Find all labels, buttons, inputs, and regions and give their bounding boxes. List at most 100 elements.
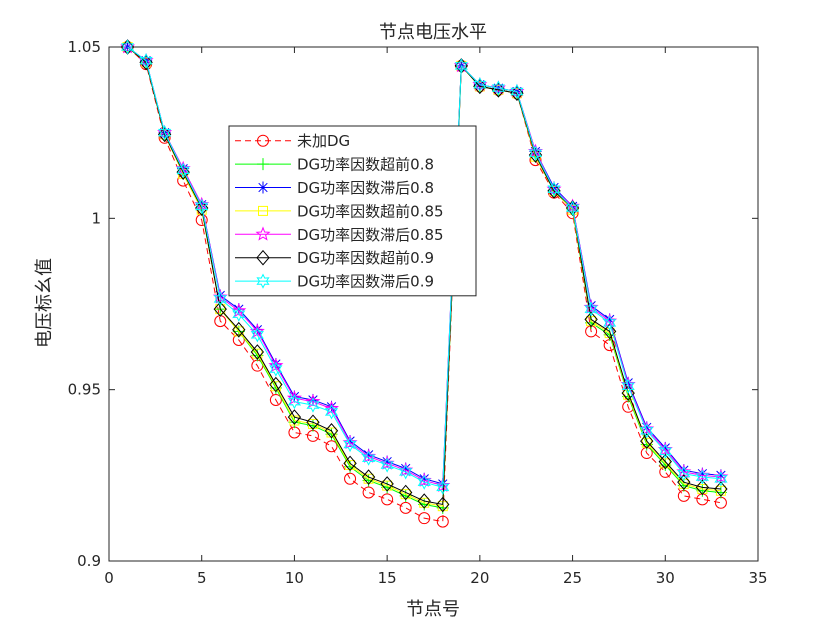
data-point — [639, 421, 655, 436]
data-point — [417, 493, 431, 509]
x-tick-label: 25 — [563, 569, 582, 587]
data-point — [250, 327, 264, 343]
series-7 — [120, 39, 728, 495]
data-point — [269, 376, 283, 393]
data-point — [232, 321, 246, 338]
data-point — [269, 393, 282, 406]
legend-label: DG功率因数超前0.8 — [297, 156, 434, 174]
data-point — [344, 472, 357, 485]
x-tick-label: 20 — [470, 569, 489, 587]
x-tick-label: 35 — [748, 569, 767, 587]
data-point — [324, 400, 340, 415]
chart-title: 节点电压水平 — [379, 22, 487, 43]
legend-marker — [257, 158, 269, 171]
legend-marker — [257, 134, 269, 147]
data-point — [510, 83, 524, 100]
legend-label: 未加DG — [297, 132, 350, 150]
data-point — [324, 404, 339, 420]
y-tick-label: 0.9 — [77, 552, 101, 570]
data-point — [677, 466, 691, 482]
data-point — [621, 378, 635, 394]
y-tick-label: 1 — [91, 209, 101, 227]
data-point — [418, 512, 431, 525]
axes-box — [108, 46, 759, 562]
series-line — [127, 46, 722, 523]
legend-label: DG功率因数滞后0.9 — [297, 273, 434, 291]
data-point — [436, 496, 450, 513]
x-tick-label: 30 — [656, 569, 675, 587]
data-point — [565, 200, 580, 216]
legend-marker — [257, 181, 269, 194]
x-tick-label: 5 — [197, 569, 207, 587]
data-point — [139, 53, 153, 69]
data-point — [621, 385, 635, 401]
data-point — [435, 477, 451, 492]
data-point — [436, 479, 450, 495]
legend-item: DG功率因数超前0.8 — [235, 156, 434, 174]
data-point — [399, 501, 412, 514]
data-point — [362, 450, 376, 466]
legend-item: DG功率因数超前0.85 — [235, 202, 444, 220]
series-line — [127, 46, 721, 488]
data-point — [416, 472, 432, 487]
data-point — [380, 457, 394, 473]
data-point — [287, 409, 302, 425]
data-point — [381, 493, 394, 506]
data-point — [120, 39, 135, 55]
legend: 未加DG DG功率因数超前0.8 DG功率因数滞后0.8 DG功率因数超前0.85 DG… — [228, 125, 477, 297]
data-point — [528, 145, 543, 161]
data-point — [399, 484, 413, 501]
data-point — [158, 125, 172, 141]
data-point — [324, 423, 339, 439]
axis-ticks: 0 5 10 15 20 25 30 35 0.9 0.95 1 1.05 — [68, 38, 768, 587]
data-point — [232, 306, 246, 322]
data-point — [398, 462, 414, 477]
data-point — [325, 440, 338, 453]
legend-label: DG功率因数超前0.9 — [297, 249, 434, 267]
data-point — [343, 455, 357, 472]
x-tick-label: 0 — [104, 569, 114, 587]
legend-marker — [255, 226, 271, 241]
data-point — [713, 469, 729, 484]
data-point — [658, 443, 672, 459]
data-point — [380, 476, 394, 492]
y-tick-label: 1.05 — [68, 38, 101, 56]
data-point — [695, 479, 710, 496]
data-point — [454, 58, 468, 74]
legend-marker — [258, 205, 268, 216]
legend-item: 未加DG — [235, 132, 350, 150]
legend-item: DG功率因数超前0.9 — [235, 249, 434, 267]
data-point — [603, 315, 617, 331]
legend-item: DG功率因数滞后0.8 — [235, 179, 434, 197]
legend-item: DG功率因数滞后0.85 — [235, 226, 444, 244]
legend-label: DG功率因数滞后0.8 — [297, 179, 434, 197]
data-point — [602, 323, 617, 340]
data-point — [212, 289, 228, 304]
data-point — [361, 469, 376, 485]
data-point — [250, 344, 265, 360]
data-point — [584, 311, 598, 328]
data-point — [213, 291, 227, 307]
plot-area — [108, 39, 759, 562]
data-point — [306, 397, 320, 413]
data-point — [343, 436, 357, 453]
data-point — [640, 433, 654, 449]
data-point — [342, 434, 358, 450]
series-line — [127, 46, 721, 506]
data-point — [213, 301, 227, 317]
legend-label: DG功率因数滞后0.85 — [297, 226, 444, 244]
data-point — [547, 181, 561, 197]
data-point — [694, 467, 710, 482]
legend-label: DG功率因数超前0.85 — [297, 202, 444, 220]
data-point — [362, 486, 375, 499]
legend-marker — [256, 273, 270, 289]
data-point — [640, 423, 654, 439]
data-point — [714, 471, 728, 487]
y-axis-label: 电压标幺值 — [34, 258, 55, 348]
legend-item: DG功率因数滞后0.9 — [235, 273, 434, 291]
data-point — [677, 474, 691, 490]
x-tick-label: 10 — [285, 569, 304, 587]
data-point — [287, 394, 302, 410]
data-point — [269, 361, 283, 377]
